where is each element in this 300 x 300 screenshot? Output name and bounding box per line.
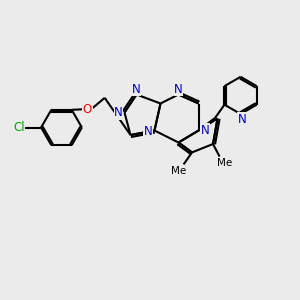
Text: N: N xyxy=(114,106,123,119)
Text: O: O xyxy=(83,103,92,116)
Text: N: N xyxy=(238,113,247,126)
Text: N: N xyxy=(131,82,140,96)
Text: Me: Me xyxy=(218,158,232,168)
Text: N: N xyxy=(143,124,152,138)
Text: Me: Me xyxy=(171,166,186,176)
Text: Cl: Cl xyxy=(13,121,25,134)
Text: N: N xyxy=(174,82,183,96)
Text: N: N xyxy=(201,124,210,137)
